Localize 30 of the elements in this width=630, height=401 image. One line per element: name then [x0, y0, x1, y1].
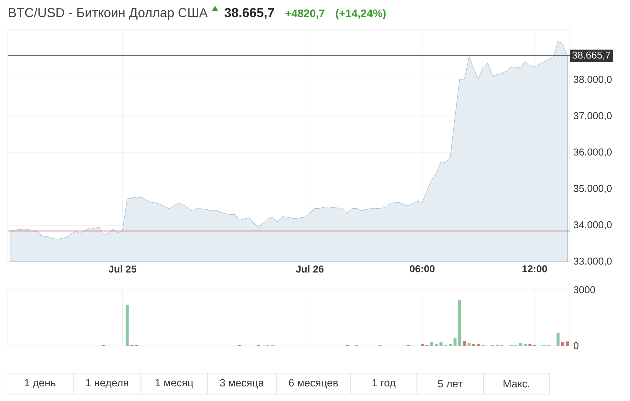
text: 1 год	[372, 379, 396, 389]
chart-title: BTC/USD - Биткоин Доллар США	[9, 8, 208, 20]
text: 1 месяц	[156, 379, 194, 389]
text: 1 неделя	[86, 379, 128, 389]
bar	[468, 343, 471, 346]
text: 3 месяца	[220, 379, 264, 389]
y-tick-label: 36.000,0	[574, 148, 612, 158]
x-tick-label: Jul 25	[108, 266, 137, 273]
text: 5 лет	[438, 380, 463, 388]
bar	[556, 333, 560, 346]
y-tick-label: 33.000,0	[574, 258, 612, 266]
bar	[463, 342, 466, 346]
bar	[458, 300, 462, 346]
y-tick-label: 37.000,0	[574, 112, 612, 121]
y-tick-label: 0	[574, 342, 579, 350]
ref-line-label: 38.665,7	[572, 52, 610, 60]
text: Макс.	[504, 380, 530, 388]
x-tick-label: 06:00	[410, 266, 435, 273]
text: +4820,7	[286, 10, 325, 20]
y-tick-label: 3000	[574, 286, 596, 294]
text: 38.665,7	[224, 8, 274, 20]
text: (+14,24%)	[336, 9, 386, 20]
bar	[126, 304, 129, 346]
x-tick-label: Jul 26	[296, 266, 324, 273]
y-tick-label: 35.000,0	[574, 185, 612, 194]
text: 6 месяцев	[289, 379, 338, 389]
x-tick-label: 12:00	[522, 266, 548, 273]
text: 1 день	[25, 379, 56, 389]
y-tick-label: 38.000,0	[574, 76, 612, 84]
y-tick-label: 34.000,0	[574, 222, 612, 230]
